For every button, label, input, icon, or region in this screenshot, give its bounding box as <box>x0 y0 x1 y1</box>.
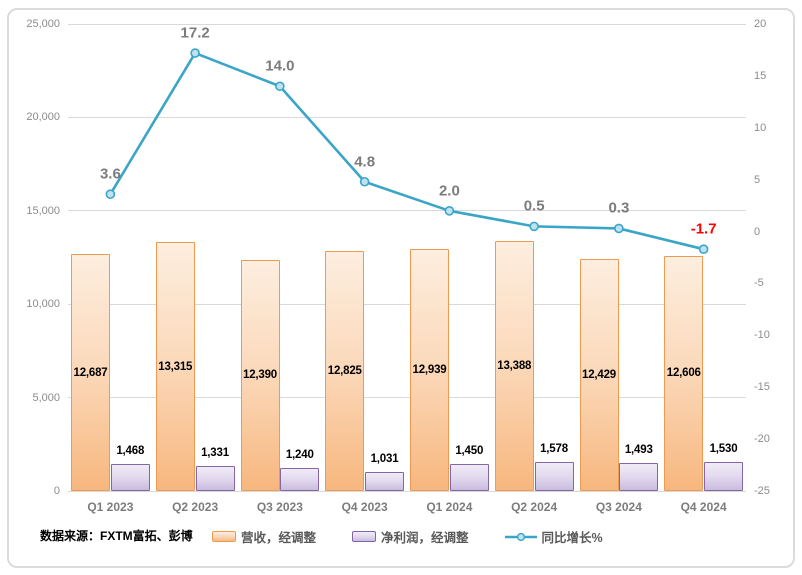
profit-bar <box>365 471 404 491</box>
gridline <box>68 397 746 399</box>
x-axis-label: Q4 2024 <box>680 500 727 514</box>
gridline <box>68 23 746 25</box>
right-axis-tick-label: 10 <box>754 121 767 134</box>
profit-value-label: 1,240 <box>285 448 314 461</box>
x-axis-label: Q4 2023 <box>341 500 388 514</box>
left-axis-tick-label: 0 <box>53 485 60 497</box>
x-axis-label: Q2 2023 <box>172 500 219 514</box>
right-axis-tick-label: -15 <box>754 381 770 394</box>
profit-bar <box>619 463 659 491</box>
profit-swatch-icon <box>352 531 377 542</box>
revenue-swatch-icon <box>212 531 236 542</box>
legend: 营收，经调整 净利润，经调整 同比增长% <box>212 527 603 546</box>
revenue-value-label: 12,825 <box>327 365 362 378</box>
profit-value-label: 1,578 <box>540 442 568 455</box>
right-axis-tick-label: -25 <box>754 485 770 497</box>
x-axis-label: Q2 2024 <box>511 500 558 514</box>
profit-bar <box>534 461 574 491</box>
right-axis-tick-label: -5 <box>754 277 764 290</box>
revenue-bar <box>155 242 195 491</box>
x-axis-label: Q1 2023 <box>87 500 134 514</box>
revenue-value-label: 12,606 <box>666 367 701 380</box>
gridline <box>68 303 746 305</box>
profit-value-label: 1,331 <box>201 447 229 460</box>
right-axis-tick-label: 5 <box>754 173 761 186</box>
legend-item-profit: 净利润，经调整 <box>352 527 469 546</box>
left-axis-tick-label: 5,000 <box>32 391 60 404</box>
legend-label-revenue: 营收，经调整 <box>241 531 317 545</box>
revenue-value-label: 13,388 <box>497 359 532 372</box>
right-axis-tick-label: -20 <box>754 433 770 446</box>
revenue-bar <box>494 240 534 491</box>
left-axis-tick-label: 20,000 <box>26 111 60 124</box>
profit-bar <box>280 467 320 491</box>
gridline <box>68 490 746 492</box>
left-axis-tick-label: 25,000 <box>26 18 60 30</box>
profit-bar <box>449 463 489 491</box>
profit-value-label: 1,493 <box>624 444 653 457</box>
right-axis-tick-label: -10 <box>754 329 770 342</box>
x-axis-label: Q3 2023 <box>256 500 303 514</box>
revenue-value-label: 12,429 <box>582 368 616 381</box>
profit-bar <box>110 463 150 491</box>
profit-value-label: 1,530 <box>709 443 738 456</box>
profit-bar <box>195 466 235 491</box>
x-axis-label: Q1 2024 <box>426 500 473 514</box>
right-axis-tick-label: 0 <box>754 225 761 238</box>
revenue-bar <box>579 258 619 491</box>
right-axis-tick-label: 20 <box>754 18 767 30</box>
left-axis-tick-label: 15,000 <box>26 204 60 217</box>
gridline <box>68 116 746 118</box>
profit-value-label: 1,450 <box>455 444 484 457</box>
revenue-bar <box>71 254 110 491</box>
legend-label-profit: 净利润，经调整 <box>381 531 469 545</box>
x-axis-label: Q3 2024 <box>595 500 642 514</box>
revenue-value-label: 12,939 <box>412 364 447 377</box>
gridline <box>68 210 746 212</box>
profit-bar <box>704 462 743 491</box>
left-axis-tick-label: 10,000 <box>26 298 60 311</box>
revenue-bar <box>325 251 365 491</box>
revenue-bar <box>664 255 704 491</box>
revenue-value-label: 12,390 <box>243 369 277 382</box>
right-axis-tick-label: 15 <box>754 69 767 82</box>
revenue-bar <box>410 249 449 491</box>
revenue-value-label: 13,315 <box>158 360 193 373</box>
legend-label-growth: 同比增长% <box>541 531 603 545</box>
source-note: 数据来源：FXTM富拓、彭博 <box>40 529 193 543</box>
legend-item-revenue: 营收，经调整 <box>212 527 316 546</box>
profit-value-label: 1,468 <box>116 444 145 457</box>
line-marker-icon <box>504 532 537 541</box>
revenue-value-label: 12,687 <box>73 366 108 379</box>
legend-item-growth: 同比增长% <box>504 527 603 546</box>
revenue-bar <box>240 259 280 491</box>
profit-value-label: 1,031 <box>370 452 399 465</box>
